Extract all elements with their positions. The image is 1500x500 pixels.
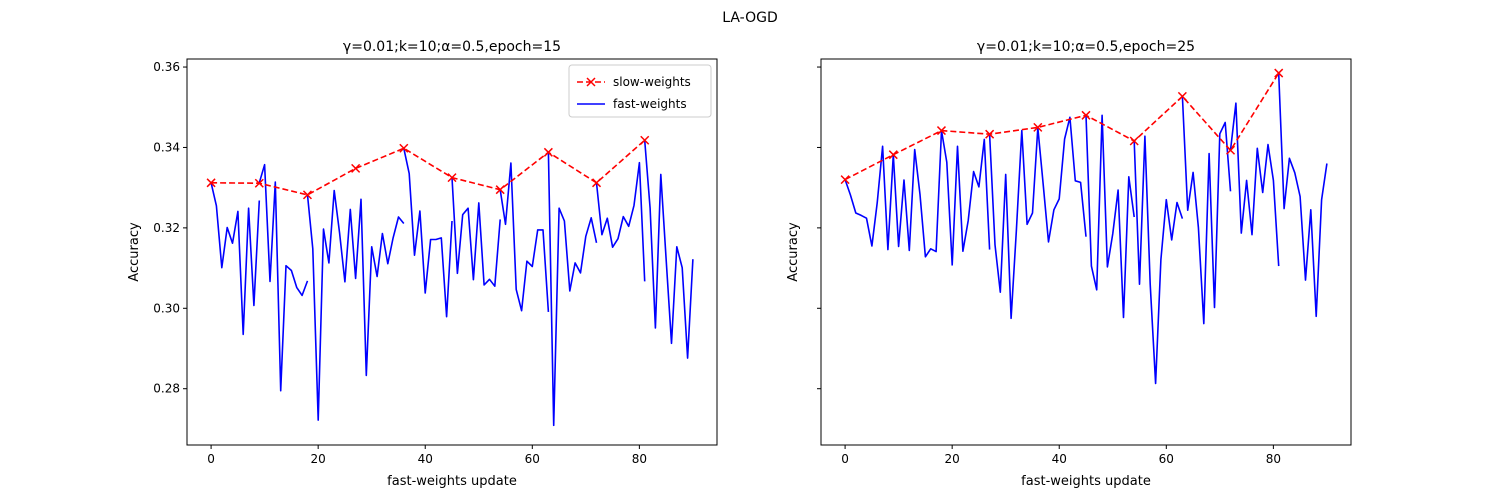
fast-weights-line [499, 162, 550, 312]
fast-weights-line [595, 161, 646, 282]
fast-weights-line [988, 128, 1039, 320]
plot-area [206, 135, 694, 427]
y-tick-label: 0.36 [153, 60, 180, 74]
slow-weights-marker [985, 129, 995, 139]
slow-weights-marker [1274, 68, 1284, 78]
chart-title: γ=0.01;k=10;α=0.5,epoch=25 [977, 39, 1195, 55]
plot-frame [186, 58, 718, 446]
fast-weights-line [892, 130, 943, 258]
legend-slow-marker [586, 77, 596, 87]
x-marker-stroke [1177, 91, 1187, 101]
legend-slow-label: slow-weights [613, 75, 691, 89]
slow-weights-marker [495, 185, 505, 195]
x-marker-stroke [888, 150, 898, 160]
x-marker-stroke [592, 178, 602, 188]
fast-weights-line [643, 140, 694, 359]
x-tick-label: 40 [1052, 452, 1067, 466]
x-tick-label: 80 [1266, 452, 1281, 466]
x-tick-label: 20 [311, 452, 326, 466]
y-axis-label: Accuracy [786, 222, 801, 282]
slow-weights-marker [888, 150, 898, 160]
x-marker-stroke [399, 143, 409, 153]
x-tick-label: 60 [525, 452, 540, 466]
y-tick-label: 0.32 [153, 221, 180, 235]
slow-weights-marker [543, 147, 553, 157]
x-marker-stroke [254, 178, 264, 188]
fast-weights-line [1037, 116, 1087, 243]
slow-weights-marker [447, 173, 457, 183]
x-marker-stroke [495, 185, 505, 195]
slow-weights-marker [1081, 110, 1091, 120]
fast-weights-line [451, 177, 501, 288]
x-marker-stroke [1081, 110, 1091, 120]
slow-weights-marker [1033, 122, 1043, 132]
x-marker-stroke [206, 178, 216, 188]
x-marker-stroke [1274, 68, 1284, 78]
x-marker-stroke [640, 135, 650, 145]
slow-weights-line [211, 139, 646, 196]
fast-weights-line [1181, 96, 1232, 325]
y-tick-label: 0.30 [153, 301, 180, 315]
x-marker-stroke [936, 126, 946, 136]
x-marker-stroke [840, 175, 850, 185]
x-marker-stroke [586, 77, 596, 87]
chart-panel-2: γ=0.01;k=10;α=0.5,epoch=25 0 20 40 60 80 fast-… [786, 39, 1352, 489]
x-marker-stroke [543, 147, 553, 157]
fast-weights-line [844, 145, 895, 251]
legend-fast-label: fast-weights [613, 97, 687, 111]
x-axis-label: fast-weights update [1021, 474, 1151, 489]
x-tick-label: 20 [945, 452, 960, 466]
y-tick-label: 0.34 [153, 140, 180, 154]
plot-frame [820, 58, 1352, 446]
y-axis-label: Accuracy [127, 222, 142, 282]
legend: slow-weights fast-weights [568, 64, 712, 118]
fast-weights-line [940, 130, 991, 266]
chart-title: γ=0.01;k=10;α=0.5,epoch=15 [343, 39, 561, 55]
x-axis-label: fast-weights update [387, 474, 517, 489]
slow-weights-marker [302, 190, 312, 200]
x-marker-stroke [1129, 136, 1139, 146]
fast-weights-line [306, 189, 405, 421]
slow-weights-marker [592, 178, 602, 188]
y-tick-label: 0.28 [153, 382, 180, 396]
slow-weights-marker [1129, 136, 1139, 146]
x-tick-label: 40 [418, 452, 433, 466]
slow-weights-marker [840, 175, 850, 185]
x-tick-label: 80 [632, 452, 647, 466]
x-marker-stroke [1033, 122, 1043, 132]
x-tick-label: 0 [841, 452, 849, 466]
x-marker-stroke [302, 190, 312, 200]
x-tick-label: 60 [1159, 452, 1174, 466]
slow-weights-marker [351, 163, 361, 173]
x-marker-stroke [447, 173, 457, 183]
chart-panel-1: γ=0.01;k=10;α=0.5,epoch=15 0 20 40 60 80 0.28 0… [127, 39, 718, 489]
fast-weights-line [1133, 135, 1184, 385]
fast-weights-line [1277, 73, 1328, 318]
fast-weights-line [210, 182, 261, 336]
slow-weights-marker [936, 126, 946, 136]
x-tick-label: 0 [207, 452, 215, 466]
fast-weights-line [1085, 114, 1135, 319]
slow-weights-marker [640, 135, 650, 145]
slow-weights-marker [1226, 145, 1236, 155]
slow-weights-marker [1177, 91, 1187, 101]
x-marker-stroke [985, 129, 995, 139]
charts: γ=0.01;k=10;α=0.5,epoch=15 0 20 40 60 80 0.28 0… [127, 39, 1352, 489]
slow-weights-line [844, 72, 1280, 181]
plot-area [840, 68, 1328, 385]
fast-weights-line [547, 152, 598, 427]
slow-weights-marker [254, 178, 264, 188]
figure-suptitle: LA-OGD [722, 10, 777, 26]
x-marker-stroke [1226, 145, 1236, 155]
slow-weights-marker [206, 178, 216, 188]
fast-weights-line [1229, 102, 1280, 267]
fast-weights-line [258, 163, 309, 392]
x-marker-stroke [351, 163, 361, 173]
slow-weights-marker [399, 143, 409, 153]
fast-weights-line [403, 148, 453, 318]
